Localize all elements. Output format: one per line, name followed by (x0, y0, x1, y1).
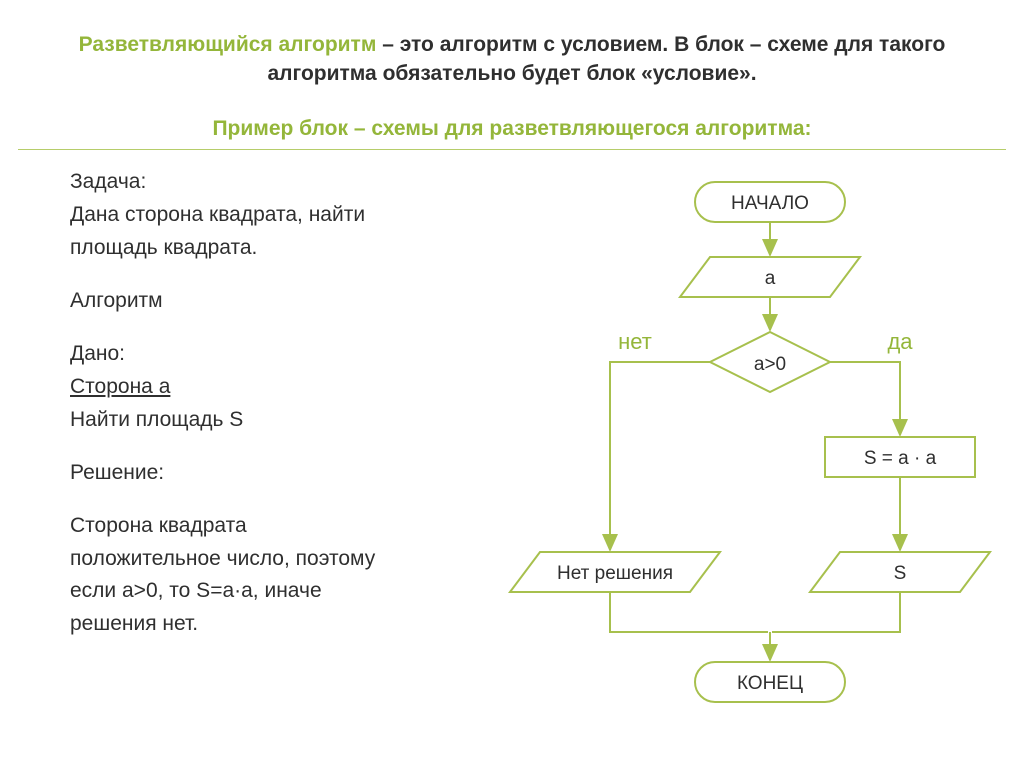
node-calc-label: S = a · a (864, 448, 937, 469)
flowchart-area: НАЧАЛО а а>0 нет да S = a · a S (470, 168, 1004, 644)
node-input-label: а (765, 268, 776, 289)
algo-label: Алгоритм (70, 287, 470, 316)
subheading: Пример блок – схемы для разветвляющегося… (0, 99, 1024, 149)
flowchart-svg: НАЧАЛО а а>0 нет да S = a · a S (470, 162, 1010, 742)
branch-yes-label: да (887, 329, 913, 354)
heading: Разветвляющийся алгоритм – это алгоритм … (0, 0, 1024, 99)
edge-outs-merge (772, 592, 900, 632)
solution-label: Решение: (70, 459, 470, 488)
heading-accent: Разветвляющийся алгоритм (79, 33, 377, 56)
task-line1: Дана сторона квадрата, найти (70, 201, 470, 230)
given-label: Дано: (70, 340, 470, 369)
task-label: Задача: (70, 168, 470, 197)
solution-l3: если а>0, то S=a·a, иначе (70, 577, 470, 606)
content-area: Задача: Дана сторона квадрата, найти пло… (0, 150, 1024, 644)
given-find: Найти площадь S (70, 406, 470, 435)
edge-outno-merge (610, 592, 768, 632)
given-side: Сторона а (70, 373, 470, 402)
branch-no-label: нет (618, 329, 652, 354)
text-column: Задача: Дана сторона квадрата, найти пло… (70, 168, 470, 644)
node-out-no-label: Нет решения (557, 563, 673, 584)
task-line2: площадь квадрата. (70, 234, 470, 263)
node-out-s-label: S (894, 563, 907, 584)
node-end-label: КОНЕЦ (737, 673, 803, 694)
node-start-label: НАЧАЛО (731, 193, 809, 214)
solution-l2: положительное число, поэтому (70, 545, 470, 574)
solution-l1: Сторона квадрата (70, 512, 470, 541)
solution-l4: решения нет. (70, 610, 470, 639)
edge-cond-outno (610, 362, 710, 550)
edge-cond-calc (830, 362, 900, 435)
node-cond-label: а>0 (754, 354, 786, 375)
